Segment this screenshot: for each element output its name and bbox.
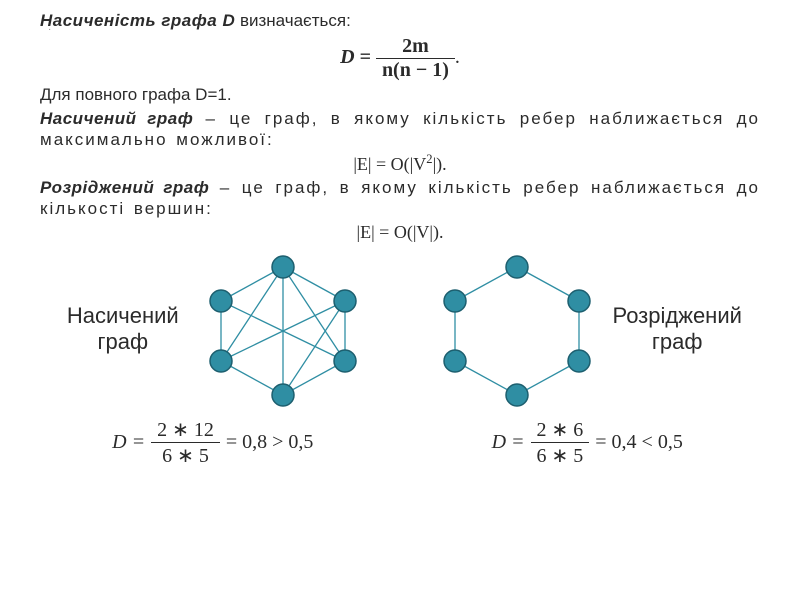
- full-graph-line: Для повного графа D=1.: [40, 84, 760, 105]
- main-formula: D = 2m n(n − 1) .: [40, 35, 760, 82]
- sparse-D-frac: 2 ∗ 6 6 ∗ 5: [531, 417, 590, 468]
- sparse-D-sym: D =: [492, 431, 525, 454]
- dense-D-cmp: = 0,8 > 0,5: [226, 431, 314, 454]
- formula-left: D =: [340, 46, 371, 68]
- dense-D-den: 6 ∗ 5: [151, 443, 220, 468]
- title-term: Насиченість графа D: [40, 11, 235, 30]
- sparse-graph-label: Розріджений граф: [607, 303, 747, 354]
- sparse-graph: [427, 249, 607, 409]
- sparse-graph-col: Розріджений граф: [414, 249, 760, 409]
- dense-D-sym: D =: [112, 431, 145, 454]
- sparse-term: Розріджений граф: [40, 178, 209, 197]
- sparse-density: D = 2 ∗ 6 6 ∗ 5 = 0,4 < 0,5: [414, 417, 760, 468]
- title-line: Насиченість графа D визначається:: [40, 10, 760, 31]
- dense-def: Насичений граф – це граф, в якому кількі…: [40, 108, 760, 151]
- dense-eq: |E| = O(|V2|).: [40, 152, 760, 175]
- title-rest: визначається:: [235, 11, 351, 30]
- dense-term: Насичений граф: [40, 109, 193, 128]
- graph-row: Насичений граф Розріджений граф: [40, 249, 760, 409]
- dense-D-frac: 2 ∗ 12 6 ∗ 5: [151, 417, 220, 468]
- dense-graph-col: Насичений граф: [40, 249, 386, 409]
- density-row: D = 2 ∗ 12 6 ∗ 5 = 0,8 > 0,5 D = 2 ∗ 6 6…: [40, 417, 760, 468]
- sparse-D-num: 2 ∗ 6: [531, 417, 590, 443]
- slide: · Насиченість графа D визначається: D = …: [0, 0, 800, 600]
- sparse-eq: |E| = O(|V|).: [40, 222, 760, 243]
- sparse-D-den: 6 ∗ 5: [531, 443, 590, 468]
- formula-dot: .: [455, 46, 460, 68]
- dense-graph-label: Насичений граф: [53, 303, 193, 354]
- formula-fraction: 2m n(n − 1): [376, 35, 455, 82]
- dense-eq-main: |E| = O(|V: [353, 154, 426, 174]
- dense-density: D = 2 ∗ 12 6 ∗ 5 = 0,8 > 0,5: [40, 417, 386, 468]
- dense-graph: [193, 249, 373, 409]
- sparse-D-cmp: = 0,4 < 0,5: [595, 431, 683, 454]
- formula-num: 2m: [376, 35, 455, 59]
- dense-eq-end: |).: [433, 154, 447, 174]
- formula-den: n(n − 1): [376, 59, 455, 82]
- sparse-def: Розріджений граф – це граф, в якому кіль…: [40, 177, 760, 220]
- dense-D-num: 2 ∗ 12: [151, 417, 220, 443]
- dup-artifact-note: ·: [48, 24, 51, 35]
